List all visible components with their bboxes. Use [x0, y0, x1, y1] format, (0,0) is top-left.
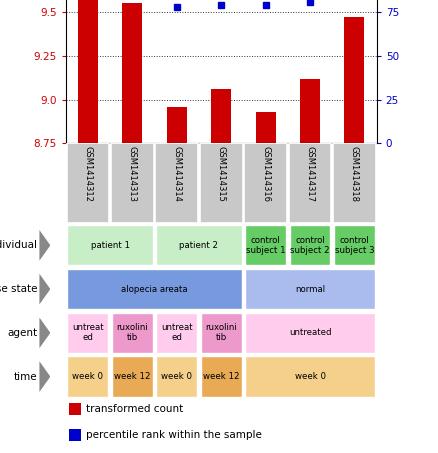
Bar: [67, 144, 109, 223]
Bar: [245, 313, 375, 353]
Bar: [67, 269, 242, 309]
Bar: [245, 269, 375, 309]
Bar: [244, 144, 287, 223]
Text: transformed count: transformed count: [86, 405, 183, 414]
Polygon shape: [39, 274, 50, 304]
Text: week 12: week 12: [203, 372, 240, 381]
Bar: [300, 79, 320, 144]
Bar: [333, 144, 376, 223]
Bar: [122, 4, 142, 144]
Text: control
subject 1: control subject 1: [246, 236, 286, 255]
Bar: [245, 225, 286, 265]
Bar: [289, 144, 332, 223]
Bar: [69, 404, 81, 415]
Bar: [344, 18, 364, 144]
Bar: [256, 112, 276, 144]
Text: patient 2: patient 2: [180, 241, 219, 250]
Polygon shape: [39, 318, 50, 348]
Text: week 12: week 12: [114, 372, 151, 381]
Bar: [69, 429, 81, 442]
Bar: [156, 313, 197, 353]
Text: week 0: week 0: [161, 372, 192, 381]
Bar: [155, 144, 198, 223]
Bar: [290, 225, 331, 265]
Bar: [167, 107, 187, 144]
Text: GSM1414315: GSM1414315: [217, 146, 226, 202]
Text: alopecia areata: alopecia areata: [121, 284, 188, 294]
Text: GSM1414318: GSM1414318: [350, 146, 359, 202]
Text: ruxolini
tib: ruxolini tib: [117, 323, 148, 342]
Text: patient 1: patient 1: [91, 241, 130, 250]
Text: untreat
ed: untreat ed: [72, 323, 104, 342]
Text: GSM1414316: GSM1414316: [261, 146, 270, 202]
Bar: [200, 144, 243, 223]
Bar: [245, 357, 375, 397]
Bar: [67, 313, 108, 353]
Text: agent: agent: [7, 328, 37, 338]
Text: GSM1414312: GSM1414312: [83, 146, 92, 202]
Bar: [67, 225, 153, 265]
Bar: [334, 225, 375, 265]
Bar: [67, 357, 108, 397]
Text: control
subject 3: control subject 3: [335, 236, 374, 255]
Bar: [111, 144, 154, 223]
Polygon shape: [39, 361, 50, 392]
Bar: [78, 0, 98, 144]
Text: normal: normal: [295, 284, 325, 294]
Text: week 0: week 0: [72, 372, 103, 381]
Bar: [156, 357, 197, 397]
Bar: [201, 313, 242, 353]
Text: GSM1414317: GSM1414317: [306, 146, 314, 202]
Text: percentile rank within the sample: percentile rank within the sample: [86, 430, 262, 440]
Text: control
subject 2: control subject 2: [290, 236, 330, 255]
Bar: [156, 225, 242, 265]
Bar: [112, 313, 153, 353]
Bar: [201, 357, 242, 397]
Text: untreated: untreated: [289, 328, 331, 337]
Text: time: time: [14, 371, 37, 381]
Text: GSM1414314: GSM1414314: [172, 146, 181, 202]
Bar: [211, 89, 231, 144]
Bar: [112, 357, 153, 397]
Text: untreat
ed: untreat ed: [161, 323, 193, 342]
Polygon shape: [39, 230, 50, 260]
Text: ruxolini
tib: ruxolini tib: [205, 323, 237, 342]
Text: week 0: week 0: [294, 372, 325, 381]
Text: GSM1414313: GSM1414313: [128, 146, 137, 202]
Text: disease state: disease state: [0, 284, 37, 294]
Text: individual: individual: [0, 241, 37, 251]
